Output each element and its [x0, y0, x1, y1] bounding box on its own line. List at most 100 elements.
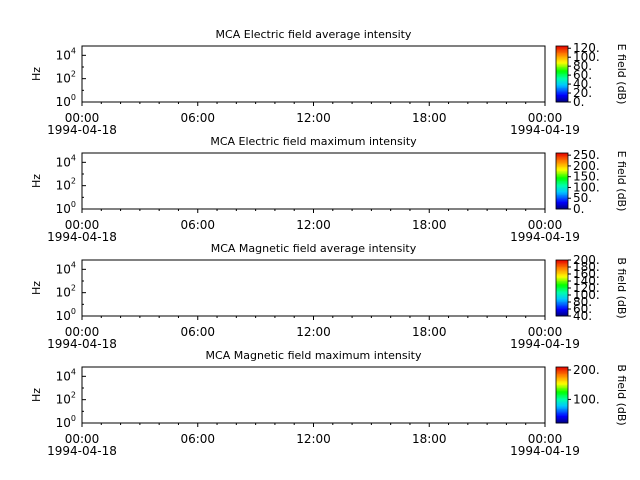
- colorbar-swatch: [556, 289, 568, 292]
- colorbar-swatch: [556, 307, 568, 310]
- colorbar-swatch: [556, 300, 568, 303]
- colorbar-tick-label: 60.: [573, 68, 592, 82]
- colorbar-swatch: [556, 162, 568, 165]
- panel-4: MCA Magnetic field maximum intensity1001…: [30, 349, 628, 458]
- colorbar-swatch: [556, 89, 568, 92]
- x-tick-label: 00:00: [65, 325, 100, 339]
- colorbar-swatch: [556, 268, 568, 271]
- x-tick-date: 1994-04-19: [510, 230, 580, 244]
- colorbar-swatch: [556, 311, 568, 314]
- panel-title: MCA Magnetic field maximum intensity: [206, 349, 422, 362]
- colorbar-tick-label: 200.: [573, 159, 600, 173]
- colorbar-swatch: [556, 278, 568, 280]
- colorbar-swatch: [556, 95, 568, 97]
- colorbar-swatch: [556, 183, 568, 186]
- colorbar-swatch: [556, 168, 568, 171]
- colorbar-tick-label: 50.: [573, 191, 592, 205]
- panel-2: MCA Electric field maximum intensity 100 1…: [30, 135, 628, 244]
- x-tick-label: 12:00: [296, 218, 331, 232]
- colorbar-swatch: [556, 90, 568, 93]
- colorbar-tick-label: 140.: [573, 274, 600, 288]
- colorbar-swatch: [556, 276, 568, 279]
- colorbar-swatch: [556, 195, 568, 197]
- colorbar-swatch: [556, 295, 568, 297]
- colorbar-swatch: [556, 304, 568, 307]
- panel-title: MCA Electric field maximum intensity: [210, 135, 417, 148]
- colorbar-swatch: [556, 260, 568, 262]
- colorbar-swatch: [556, 161, 568, 164]
- colorbar-tick-label: 0.: [573, 202, 584, 216]
- colorbar-swatch: [556, 57, 568, 59]
- colorbar-swatch: [556, 172, 568, 175]
- colorbar-swatch: [556, 179, 568, 182]
- x-tick-label: 00:00: [65, 218, 100, 232]
- x-tick-date: 1994-04-18: [47, 337, 117, 351]
- colorbar-swatch: [556, 264, 568, 266]
- x-tick-label: 00:00: [528, 218, 563, 232]
- colorbar-swatch: [556, 61, 568, 64]
- colorbar-swatch: [556, 193, 568, 196]
- colorbar-swatch: [556, 299, 568, 301]
- colorbar-swatch: [556, 99, 568, 101]
- colorbar-swatch: [556, 288, 568, 290]
- colorbar-swatch: [556, 167, 568, 169]
- x-tick-label: 06:00: [180, 218, 215, 232]
- colorbar-swatch: [556, 165, 568, 168]
- colorbar-swatch: [556, 83, 568, 86]
- colorbar-swatch: [556, 292, 568, 294]
- y-axis-label: Hz: [30, 67, 43, 81]
- y-tick-label: 102: [56, 70, 76, 86]
- x-tick-label: 18:00: [412, 111, 447, 125]
- colorbar-swatch: [556, 262, 568, 265]
- y-tick-label: 102: [56, 284, 76, 300]
- colorbar-tick-label: 40.: [573, 77, 592, 91]
- colorbar-swatch: [556, 164, 568, 166]
- y-tick-label: 100: [56, 307, 76, 323]
- colorbar-swatch: [556, 178, 568, 180]
- x-tick-date: 1994-04-19: [510, 337, 580, 351]
- colorbar-tick-label: 180.: [573, 260, 600, 274]
- colorbar-swatch: [556, 181, 568, 183]
- colorbar-swatch: [556, 197, 568, 200]
- y-tick-label: 104: [56, 153, 76, 169]
- colorbar-swatch: [556, 154, 568, 157]
- colorbar-swatch: [556, 303, 568, 306]
- colorbar-swatch: [556, 182, 568, 185]
- colorbar-swatch: [556, 190, 568, 193]
- colorbar-swatch: [556, 79, 568, 82]
- y-axis-label: Hz: [30, 174, 43, 188]
- colorbar: 40.60.80.100.120.140.160.180.200. B field…: [555, 253, 628, 323]
- colorbar-swatch: [556, 97, 568, 100]
- colorbar-swatch: [556, 202, 568, 204]
- colorbar-swatch: [556, 96, 568, 99]
- colorbar-swatch: [556, 78, 568, 80]
- colorbar-swatch: [556, 88, 568, 90]
- colorbar-swatch: [556, 71, 568, 73]
- colorbar-swatch: [556, 65, 568, 68]
- colorbar-swatch: [556, 310, 568, 313]
- colorbar: 0.50.100.150.200.250. E field (dB): [555, 148, 628, 216]
- colorbar-swatch: [556, 64, 568, 66]
- colorbar-swatch: [556, 314, 568, 317]
- colorbar-swatch: [556, 100, 568, 103]
- colorbar-tick-label: 150.: [573, 170, 600, 184]
- colorbar-swatch: [556, 68, 568, 71]
- colorbar-swatch: [556, 281, 568, 283]
- colorbar-frame: [555, 45, 569, 103]
- colorbar-swatch: [556, 54, 568, 57]
- colorbar-tick-label: 60.: [573, 302, 592, 316]
- panel-title: MCA Magnetic field average intensity: [211, 242, 417, 255]
- x-tick-label: 12:00: [296, 111, 331, 125]
- colorbar-swatch: [556, 200, 568, 203]
- colorbar-swatch: [556, 82, 568, 85]
- y-tick-label: 102: [56, 177, 76, 193]
- colorbar-swatch: [556, 199, 568, 201]
- colorbar-swatch: [556, 153, 568, 155]
- colorbar-tick-label: 100.: [573, 50, 600, 64]
- colorbar-swatch: [556, 261, 568, 264]
- y-axis-label: Hz: [30, 281, 43, 295]
- colorbar-swatch: [556, 62, 568, 65]
- colorbar-swatch: [556, 272, 568, 275]
- colorbar-frame: [555, 152, 569, 210]
- colorbar-swatch: [556, 188, 568, 190]
